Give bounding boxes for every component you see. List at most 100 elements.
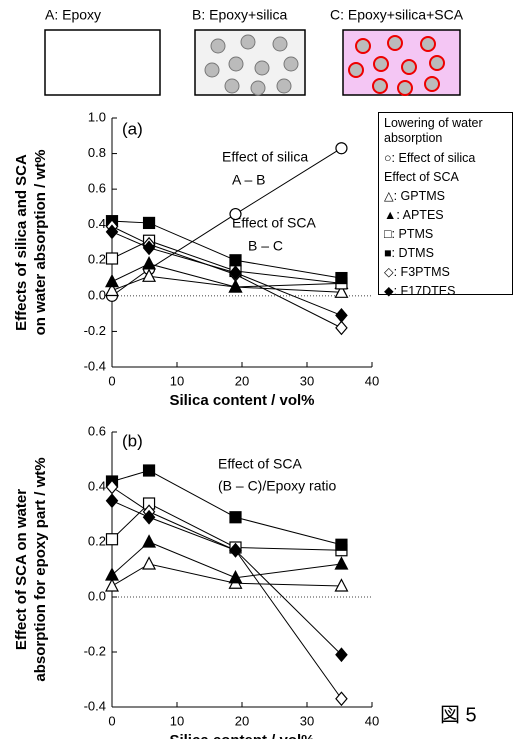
legend-entry: ◆: F17DTES [384, 284, 456, 298]
series-line [111, 502, 342, 551]
y-axis-label: Effects of silica and SCA [13, 154, 30, 331]
y-axis-label: Effect of SCA on water [13, 489, 30, 650]
data-point [335, 647, 348, 663]
data-point [105, 533, 119, 546]
data-point [142, 534, 157, 548]
data-point [334, 578, 349, 592]
y-tick-label: -0.4 [84, 698, 106, 713]
x-tick-label: 20 [235, 373, 249, 388]
x-tick-label: 0 [108, 713, 115, 728]
y-tick-label: 0.0 [88, 588, 106, 603]
series-line [111, 275, 342, 293]
annotation: (B – C)/Epoxy ratio [218, 478, 336, 494]
x-tick-label: 40 [365, 713, 379, 728]
series-line [111, 486, 342, 700]
schematic-label: B: Epoxy+silica [192, 7, 288, 23]
data-point [229, 254, 242, 267]
silica-particles [204, 34, 299, 96]
legend: Lowering of water absorption ○: Effect o… [378, 112, 513, 298]
data-point [105, 493, 119, 509]
series-line [111, 263, 342, 288]
data-point [105, 252, 119, 265]
legend-entry: ▲: APTES [384, 208, 444, 222]
legend-entry: ◇: F3PTMS [384, 265, 450, 279]
data-point [105, 567, 119, 581]
data-point [229, 511, 242, 524]
schematic-label: C: Epoxy+silica+SCA [330, 7, 464, 23]
data-point [142, 509, 156, 525]
y-tick-label: 0.6 [88, 181, 106, 196]
series-line [111, 231, 342, 316]
series-line [111, 240, 342, 284]
annotation: B – C [248, 238, 283, 254]
x-tick-label: 30 [300, 373, 314, 388]
y-tick-label: 0.6 [88, 423, 106, 438]
data-point [105, 578, 119, 592]
series-line [111, 220, 342, 279]
annotation: Effect of silica [222, 149, 308, 165]
data-point [335, 271, 348, 285]
legend-entry: □: PTMS [384, 227, 434, 241]
data-point [142, 464, 156, 477]
data-point [142, 556, 157, 570]
legend-title: Lowering of water absorption [384, 116, 483, 145]
annotation: Effect of SCA [218, 456, 302, 472]
data-point [142, 268, 157, 282]
annotation: A – B [232, 172, 265, 188]
data-point [334, 284, 349, 298]
y-tick-label: -0.2 [84, 323, 106, 338]
data-point [335, 320, 348, 336]
data-point [229, 542, 242, 558]
legend-subtitle: Effect of SCA [384, 170, 459, 184]
epoxy-box [44, 29, 161, 96]
data-point [335, 307, 348, 323]
data-point [335, 691, 348, 707]
y-axis-label: absorption for epoxy part / wt% [32, 457, 49, 681]
x-axis-label: Silica content / vol% [169, 392, 314, 409]
y-tick-label: 0.2 [88, 252, 106, 267]
series-line [111, 563, 342, 587]
data-point [142, 240, 156, 256]
y-tick-label: 0.8 [88, 145, 106, 160]
data-point [229, 265, 242, 281]
y-axis-label: on water absorption / wt% [32, 150, 49, 336]
data-point [335, 538, 348, 551]
data-point [228, 279, 243, 293]
legend-entry: △: GPTMS [384, 189, 446, 203]
data-point [142, 216, 156, 230]
schematic-label: A: Epoxy [45, 7, 101, 23]
x-tick-label: 40 [365, 373, 379, 388]
data-point [105, 273, 119, 288]
annotation: Effect of SCA [232, 215, 316, 231]
y-tick-label: 0.2 [88, 533, 106, 548]
sca-particles [348, 35, 445, 96]
x-tick-label: 10 [170, 373, 184, 388]
y-tick-label: 1.0 [88, 109, 106, 124]
annotation: (b) [122, 431, 143, 450]
x-axis-label: Silica content / vol% [169, 732, 314, 739]
data-point [228, 569, 243, 584]
data-point [335, 142, 348, 155]
data-point [105, 224, 119, 240]
legend-entry: ■: DTMS [384, 246, 434, 260]
y-tick-label: -0.2 [84, 643, 106, 658]
series-line [111, 541, 342, 579]
x-tick-label: 10 [170, 713, 184, 728]
series-line [111, 226, 342, 329]
series-line [111, 500, 342, 656]
legend-entry: ○: Effect of silica [384, 151, 476, 165]
figure-label: 図 5 [440, 704, 477, 726]
x-tick-label: 30 [300, 713, 314, 728]
y-tick-label: 0.4 [88, 216, 106, 231]
x-tick-label: 0 [108, 373, 115, 388]
series-line [111, 469, 342, 546]
data-point [105, 282, 119, 297]
y-tick-label: -0.4 [84, 358, 106, 373]
x-tick-label: 20 [235, 713, 249, 728]
data-point [334, 556, 349, 570]
data-point [229, 207, 242, 221]
data-point [142, 256, 157, 270]
y-tick-label: 0.0 [88, 287, 106, 302]
